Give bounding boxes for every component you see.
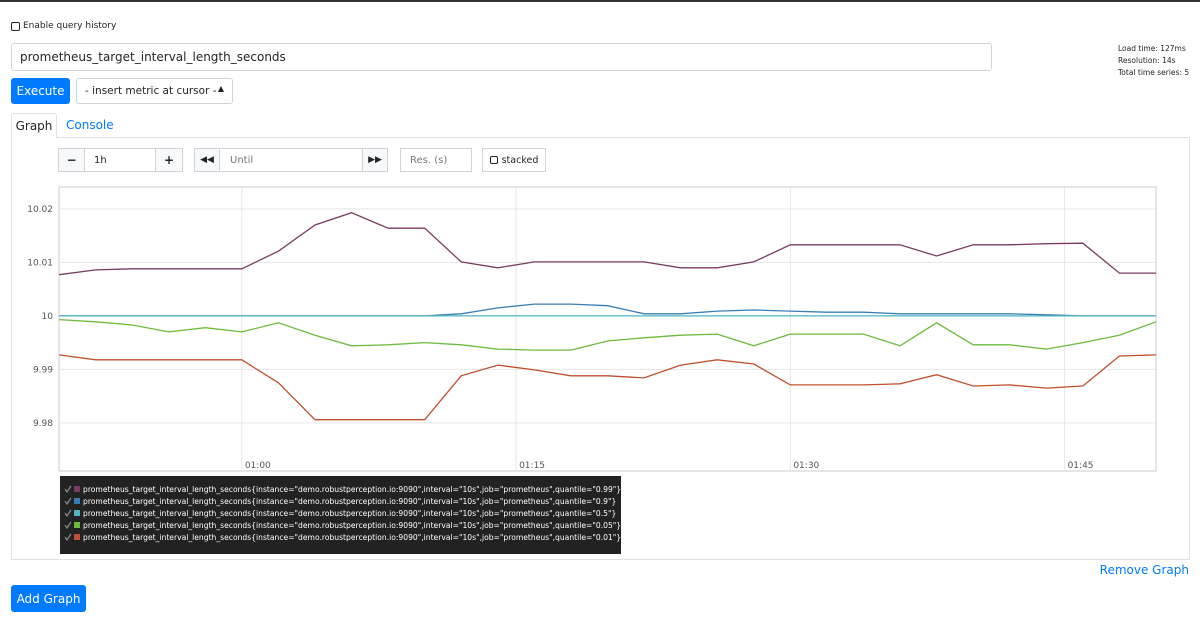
insert-metric-select[interactable]: - insert metric at cursor - ▲ <box>76 78 233 104</box>
add-graph-button[interactable]: Add Graph <box>11 585 86 612</box>
legend-box <box>60 476 621 554</box>
query-input[interactable]: prometheus_target_interval_length_second… <box>11 43 992 71</box>
stat: Resolution: 14s <box>1118 56 1176 65</box>
select-text: - insert metric at cursor - <box>85 85 217 97</box>
top-bar <box>0 0 1200 2</box>
y-tick-label: 10.01 <box>27 258 53 268</box>
legend-label: prometheus_target_interval_length_second… <box>83 533 621 542</box>
x-tick-label: 01:15 <box>519 461 545 471</box>
graph-panel <box>11 137 1190 560</box>
execute-button[interactable]: Execute <box>11 78 70 104</box>
y-tick-label: 9.99 <box>33 365 53 375</box>
legend-swatch <box>74 486 80 492</box>
legend-swatch <box>74 510 80 516</box>
legend-check <box>64 521 72 530</box>
y-tick-label: 9.98 <box>33 419 53 429</box>
stacked-label: stacked <box>501 154 539 166</box>
remove-graph-link[interactable]: Remove Graph <box>1099 563 1189 577</box>
legend-check <box>64 485 72 494</box>
back-button[interactable]: ◀◀ <box>194 148 220 172</box>
checkbox <box>489 156 498 164</box>
legend-label: prometheus_target_interval_length_second… <box>83 485 621 494</box>
legend-label: prometheus_target_interval_length_second… <box>83 497 616 506</box>
series-line <box>58 318 1157 351</box>
stats: Load time: 127ms Resolution: 14s Total t… <box>1118 43 1189 79</box>
plot-frame <box>58 186 1157 472</box>
series-line <box>58 354 1157 421</box>
legend-swatch <box>74 534 80 540</box>
select-arrow: ▲ <box>217 84 224 93</box>
legend-label: prometheus_target_interval_length_second… <box>83 509 616 518</box>
legend-check <box>64 533 72 542</box>
legend-check <box>64 497 72 506</box>
legend-label: prometheus_target_interval_length_second… <box>83 521 621 530</box>
tab[interactable]: Console <box>66 118 114 132</box>
stat: Total time series: 5 <box>1118 68 1190 77</box>
series-line <box>58 212 1156 276</box>
y-tick-label: 10 <box>42 312 54 322</box>
until-input[interactable]: Until <box>219 148 363 172</box>
range-input[interactable]: 1h <box>84 148 156 172</box>
range-plus[interactable]: + <box>155 148 183 172</box>
legend-swatch <box>74 498 80 504</box>
stacked-button[interactable]: stacked <box>482 148 546 172</box>
checkbox[interactable] <box>11 22 20 31</box>
x-tick-label: 01:00 <box>245 461 271 471</box>
query-history-label: Enable query history <box>23 21 117 31</box>
x-tick-label: 01:45 <box>1068 461 1094 471</box>
y-tick-label: 10.02 <box>27 205 53 215</box>
series-line <box>59 303 1156 317</box>
legend-check <box>64 509 72 518</box>
legend-swatch <box>74 522 80 528</box>
tab-active[interactable]: Graph <box>11 113 57 138</box>
range-minus[interactable]: − <box>58 148 85 172</box>
forward-button[interactable]: ▶▶ <box>362 148 388 172</box>
resolution-input[interactable]: Res. (s) <box>400 148 472 172</box>
stat: Load time: 127ms <box>1118 44 1186 53</box>
x-tick-label: 01:30 <box>793 461 819 471</box>
